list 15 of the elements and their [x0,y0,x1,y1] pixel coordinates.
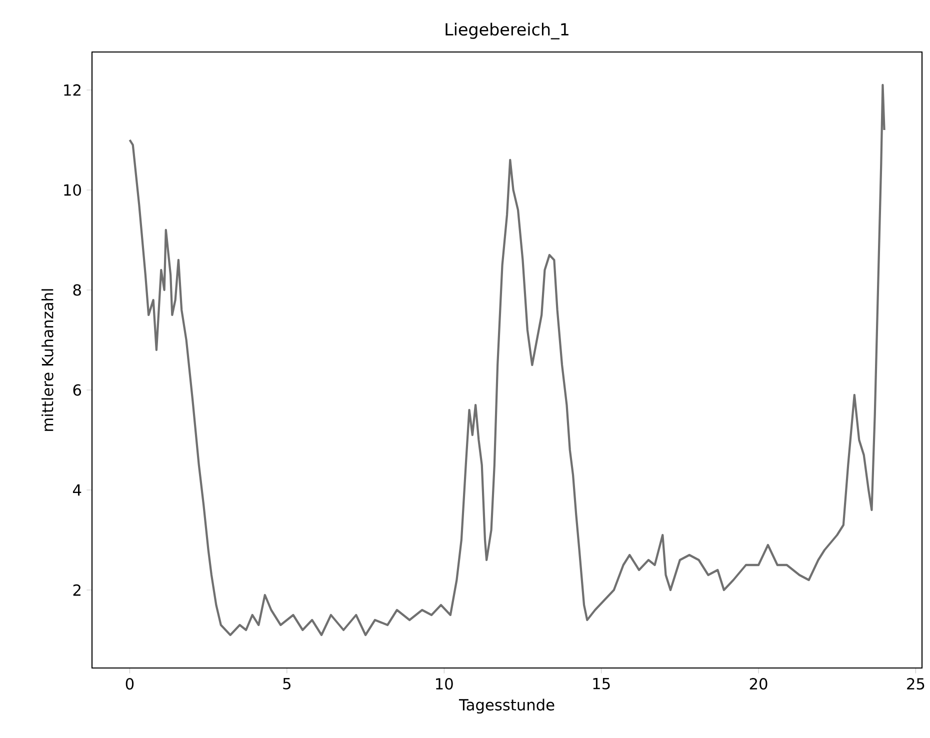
y-tick-label: 2 [73,584,80,596]
x-axis-title: Tagesstunde [458,698,554,714]
y-tick-label: 12 [64,84,80,96]
y-tick-label: 6 [73,384,82,396]
y-tick-label: 4 [72,484,82,496]
x-tick-label: 20 [750,678,768,690]
y-tick-label: 10 [64,184,81,196]
x-tick-label: 10 [436,678,453,690]
y-tick-label: 8 [73,284,81,296]
x-tick-label: 25 [907,678,924,690]
x-tick-label: 5 [283,678,290,690]
x-tick-label: 0 [126,678,134,690]
y-axis-title: mittlere Kuhanzahl [42,289,54,431]
chart-title: Liegebereich_1 [446,22,568,40]
x-tick-label: 15 [593,678,610,690]
